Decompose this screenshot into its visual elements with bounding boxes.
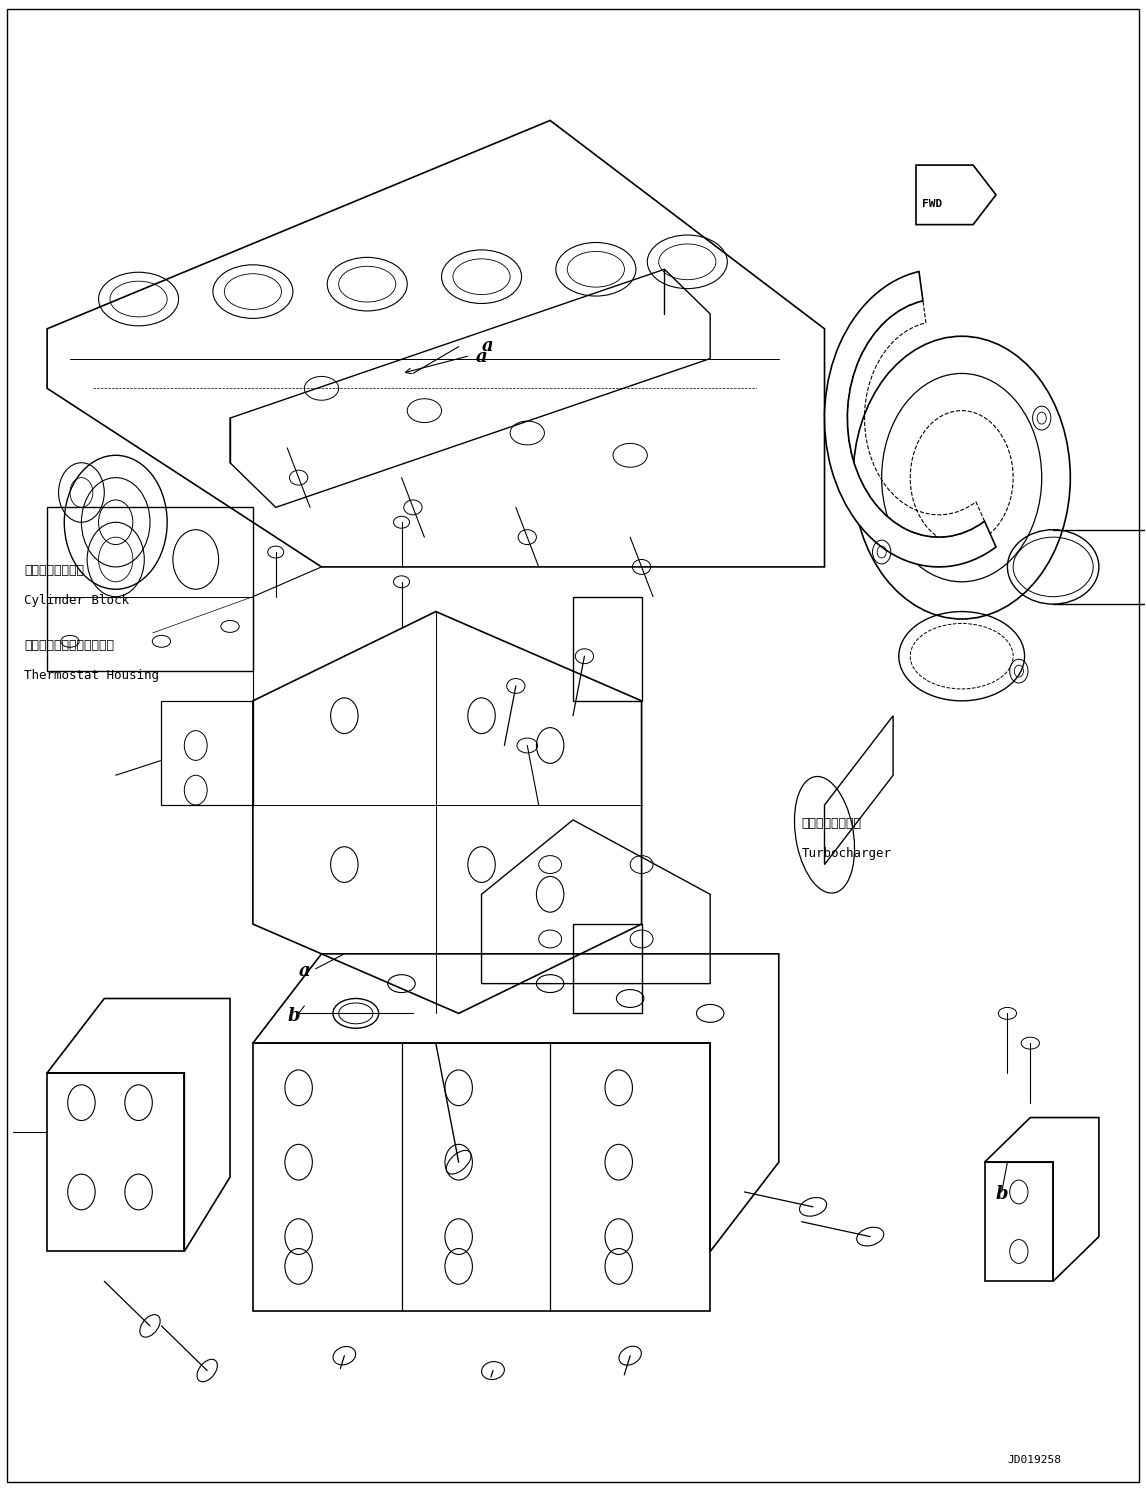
Text: b: b xyxy=(288,1006,300,1024)
Text: シリンダブロック: シリンダブロック xyxy=(24,565,85,577)
Text: a: a xyxy=(476,347,487,365)
Text: Thermostat Housing: Thermostat Housing xyxy=(24,668,159,681)
Text: a: a xyxy=(481,337,493,355)
Polygon shape xyxy=(916,166,996,225)
Text: ターボチャージャ: ターボチャージャ xyxy=(802,817,862,830)
Text: Cylinder Block: Cylinder Block xyxy=(24,593,129,607)
Text: FWD: FWD xyxy=(921,198,942,209)
Text: サーモスタットハウジング: サーモスタットハウジング xyxy=(24,638,115,652)
Text: Turbocharger: Turbocharger xyxy=(802,847,892,860)
Text: a: a xyxy=(299,962,311,980)
Text: b: b xyxy=(996,1185,1008,1203)
Wedge shape xyxy=(824,271,996,567)
Text: JD019258: JD019258 xyxy=(1007,1455,1061,1464)
